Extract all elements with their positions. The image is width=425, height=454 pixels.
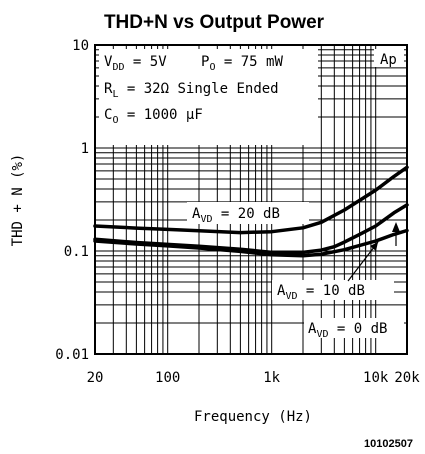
condition-co: CO = 1000 μF	[104, 107, 203, 126]
plot-frame	[94, 44, 408, 355]
arrow-0db-head	[392, 222, 400, 232]
x-tick-label: 10k	[363, 370, 389, 386]
corner-label-box	[374, 49, 404, 67]
series-line-20db	[93, 165, 409, 235]
x-tick-labels: 20 100 1k 10k 20k	[87, 370, 421, 386]
arrow-10db-head	[370, 242, 378, 251]
corner-label: Ap	[380, 52, 397, 68]
x-tick-label: 20k	[394, 370, 420, 386]
gain-label-0db: AVD = 0 dB	[308, 321, 388, 340]
y-tick-label: 0.1	[64, 244, 89, 260]
gain-label-box-10db	[272, 280, 394, 300]
y-axis-label: THD + N (%)	[10, 154, 26, 247]
figure-number: 10102507	[364, 438, 413, 450]
conditions-box	[99, 49, 318, 145]
y-tick-label: 10	[72, 38, 89, 54]
condition-po: PO = 75 mW	[201, 54, 283, 73]
condition-rl: RL = 32Ω Single Ended	[104, 81, 279, 100]
x-tick-label: 1k	[263, 370, 280, 386]
gain-label-box-20db	[187, 202, 309, 224]
series-line-0db	[93, 228, 409, 258]
chart-title: THD+N vs Output Power	[104, 12, 325, 33]
y-tick-labels: 0.01 0.1 1 10	[55, 38, 89, 363]
series-layer	[93, 165, 409, 258]
gain-label-box-0db	[304, 318, 404, 338]
y-tick-label: 0.01	[55, 347, 89, 363]
x-axis-label: Frequency (Hz)	[194, 409, 312, 425]
y-tick-label: 1	[81, 141, 89, 157]
condition-vdd: VDD = 5V	[104, 54, 167, 73]
x-tick-label: 20	[87, 370, 104, 386]
gain-label-10db: AVD = 10 dB	[277, 283, 365, 302]
gain-label-20db: AVD = 20 dB	[192, 206, 280, 225]
x-tick-label: 100	[155, 370, 180, 386]
